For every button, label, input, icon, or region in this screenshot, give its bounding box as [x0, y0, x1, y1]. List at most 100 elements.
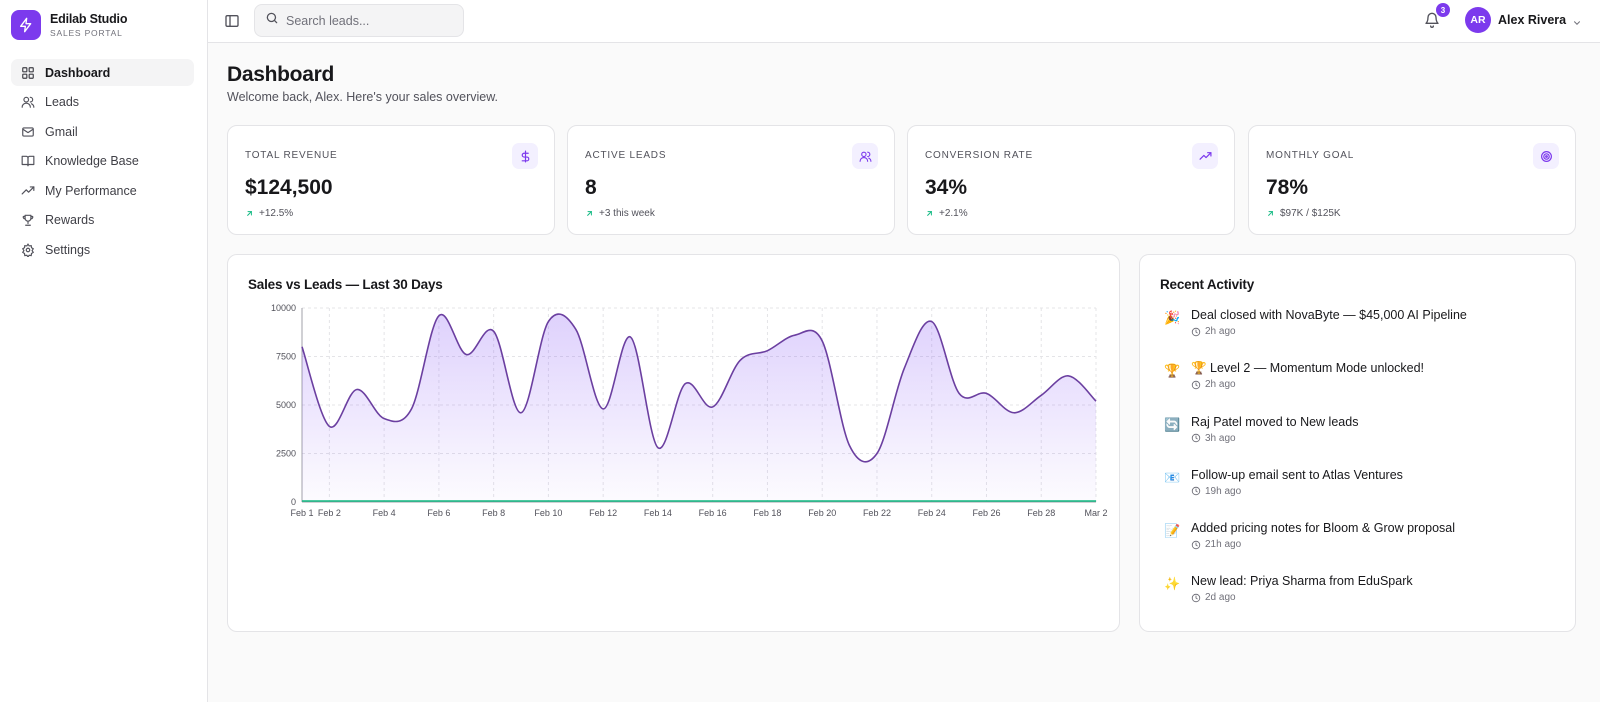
y-tick-label: 2500	[276, 449, 296, 459]
memo-icon: 📝	[1164, 523, 1181, 539]
notification-badge[interactable]: 3	[1436, 3, 1450, 17]
sidebar-item-leads[interactable]: Leads	[11, 89, 194, 116]
x-tick-label: Feb 4	[373, 508, 396, 518]
activity-item[interactable]: 🔄 Raj Patel moved to New leads 3h ago	[1164, 415, 1564, 468]
stat-delta-text: +3 this week	[599, 208, 655, 219]
activity-text: 🏆 Level 2 — Momentum Mode unlocked!	[1191, 361, 1425, 376]
activity-text: Added pricing notes for Bloom & Grow pro…	[1191, 521, 1456, 536]
brand[interactable]: Edilab Studio SALES PORTAL	[11, 10, 127, 40]
sales-chart-card: Sales vs Leads — Last 30 Days 0 2500 5000 7…	[227, 254, 1120, 632]
sidebar-toggle-icon[interactable]	[224, 13, 240, 29]
trophy-icon: 🏆	[1164, 363, 1181, 379]
arrow-up-right-icon	[247, 211, 252, 216]
top-header: 3 AR Alex Rivera	[208, 0, 1600, 43]
x-tick-label: Feb 1	[290, 508, 313, 518]
stat-card-conversion-rate: CONVERSION RATE 34% +2.1%	[907, 125, 1235, 235]
target-icon	[1533, 143, 1559, 169]
recent-activity-card: Recent Activity 🎉 Deal closed with NovaB…	[1139, 254, 1576, 632]
activity-text: New lead: Priya Sharma from EduSpark	[1191, 574, 1413, 589]
x-tick-label: Feb 26	[972, 508, 1000, 518]
stat-delta-text: +2.1%	[939, 208, 968, 219]
activity-item[interactable]: 🏆 🏆 Level 2 — Momentum Mode unlocked! 2h…	[1164, 361, 1564, 414]
x-tick-label: Feb 24	[918, 508, 946, 518]
activity-item[interactable]: 🎉 Deal closed with NovaByte — $45,000 AI…	[1164, 308, 1564, 361]
activity-item[interactable]: 📝 Added pricing notes for Bloom & Grow p…	[1164, 521, 1564, 574]
x-tick-label: Feb 28	[1027, 508, 1055, 518]
activity-time-text: 2h ago	[1205, 326, 1236, 337]
sidebar-item-my-performance[interactable]: My Performance	[11, 177, 194, 204]
x-tick-label: Feb 8	[482, 508, 505, 518]
stat-label: TOTAL REVENUE	[245, 150, 338, 161]
stat-label: MONTHLY GOAL	[1266, 150, 1355, 161]
activity-item[interactable]: ✨ New lead: Priya Sharma from EduSpark 2…	[1164, 574, 1564, 627]
activity-time-text: 2h ago	[1205, 379, 1236, 391]
stat-label: ACTIVE LEADS	[585, 150, 667, 161]
trophy-icon	[21, 213, 35, 227]
activity-time: 2h ago	[1191, 326, 1236, 337]
stat-card-monthly-goal: MONTHLY GOAL 78% $97K / $125K	[1248, 125, 1576, 235]
sidebar-item-settings[interactable]: Settings	[11, 236, 194, 263]
lightning-logo-icon	[11, 10, 41, 40]
sidebar-item-dashboard[interactable]: Dashboard	[11, 59, 194, 86]
stat-delta: +12.5%	[245, 208, 293, 219]
sidebar-item-label: Gmail	[45, 124, 78, 139]
clock-icon	[1191, 433, 1201, 443]
stat-value: 78%	[1266, 176, 1309, 199]
y-tick-label: 5000	[276, 400, 296, 410]
clock-icon	[1191, 593, 1201, 603]
stat-delta: +3 this week	[585, 208, 655, 219]
envelope-icon: 📧	[1164, 469, 1181, 485]
arrow-up-right-icon	[927, 211, 932, 216]
party-popper-icon: 🎉	[1164, 310, 1181, 325]
x-tick-label: Feb 18	[753, 508, 781, 518]
x-tick-label: Feb 6	[427, 508, 450, 518]
y-tick-label: 10000	[271, 303, 296, 313]
x-tick-label: Feb 20	[808, 508, 836, 518]
brand-name: Edilab Studio	[50, 11, 128, 26]
grid-icon	[21, 66, 35, 80]
stat-label: CONVERSION RATE	[925, 150, 1033, 161]
users-icon	[852, 143, 878, 169]
activity-item[interactable]: 📧 Follow-up email sent to Atlas Ventures…	[1164, 468, 1564, 521]
stat-card-active-leads: ACTIVE LEADS 8 +3 this week	[567, 125, 895, 235]
y-tick-label: 7500	[276, 352, 296, 362]
x-tick-label: Feb 16	[699, 508, 727, 518]
sidebar-item-knowledge-base[interactable]: Knowledge Base	[11, 148, 194, 175]
x-tick-label: Feb 2	[318, 508, 341, 518]
clock-icon	[1191, 380, 1201, 390]
clock-icon	[1191, 487, 1201, 496]
x-tick-label: Feb 10	[534, 508, 562, 518]
search-input[interactable]	[286, 13, 446, 28]
chevron-down-icon	[1572, 15, 1582, 25]
sidebar-item-label: Leads	[45, 95, 80, 109]
clock-icon	[1191, 540, 1201, 549]
x-tick-label: Mar 2	[1084, 508, 1107, 518]
bell-icon[interactable]	[1424, 12, 1442, 30]
activity-time: 2d ago	[1191, 592, 1236, 603]
sidebar-item-rewards[interactable]: Rewards	[11, 207, 194, 234]
stat-value: 8	[585, 176, 597, 199]
user-menu[interactable]: AR Alex Rivera	[1465, 7, 1582, 33]
activity-time-text: 3h ago	[1205, 432, 1236, 444]
gear-icon	[21, 242, 35, 257]
avatar: AR	[1465, 7, 1491, 33]
sidebar-item-label: Dashboard	[45, 65, 111, 80]
sidebar-item-label: Rewards	[45, 213, 95, 227]
activity-time: 2h ago	[1191, 379, 1236, 390]
trending-up-icon	[1192, 143, 1218, 169]
arrow-up-right-icon	[1268, 211, 1273, 216]
activity-time: 3h ago	[1191, 433, 1236, 444]
activity-time-text: 19h ago	[1205, 485, 1242, 497]
sidebar-item-label: Knowledge Base	[45, 154, 139, 168]
stat-value: $124,500	[245, 176, 333, 199]
user-name: Alex Rivera	[1498, 13, 1567, 27]
page-subtitle: Welcome back, Alex. Here's your sales ov…	[227, 90, 499, 104]
sales-line	[301, 313, 1097, 463]
brand-subtitle: SALES PORTAL	[50, 27, 123, 38]
sidebar-item-label: My Performance	[45, 183, 137, 198]
sales-area	[302, 314, 1096, 502]
sidebar-item-gmail[interactable]: Gmail	[11, 118, 194, 145]
search-box[interactable]	[254, 4, 464, 37]
arrow-up-right-icon	[587, 211, 592, 216]
sidebar-item-label: Settings	[45, 242, 91, 257]
